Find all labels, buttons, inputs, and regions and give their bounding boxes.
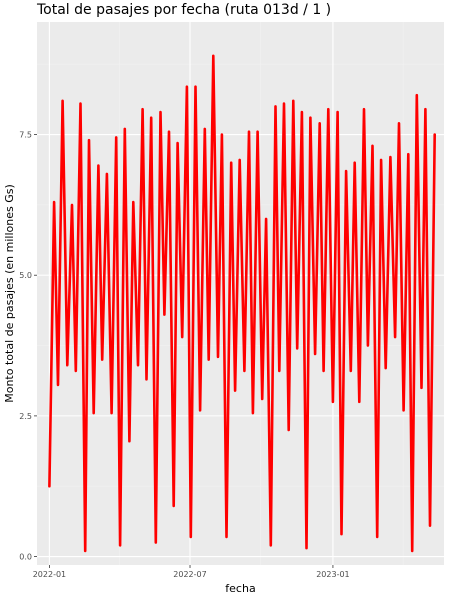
- chart-title: Total de pasajes por fecha (ruta 013d / …: [36, 2, 331, 18]
- y-tick-label: 2.5: [19, 412, 32, 421]
- series-line: [48, 54, 436, 553]
- x-axis: 2022-01 2022-07 2023-01: [33, 565, 350, 579]
- x-tick-label: 2022-01: [33, 570, 66, 579]
- y-axis: 0.0 2.5 5.0 7.5: [19, 131, 37, 562]
- x-tick-label: 2023-01: [316, 570, 349, 579]
- y-axis-title: Monto total de pasajes (en millones Gs): [3, 184, 16, 403]
- y-tick-label: 7.5: [19, 131, 32, 140]
- y-tick-label: 0.0: [19, 553, 32, 562]
- y-tick-label: 5.0: [19, 271, 32, 280]
- x-axis-title: fecha: [225, 582, 255, 595]
- x-tick-label: 2022-07: [173, 570, 206, 579]
